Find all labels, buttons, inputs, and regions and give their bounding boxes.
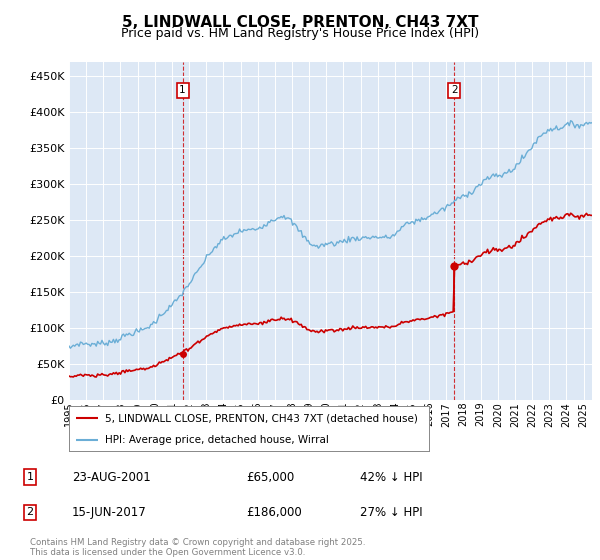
Text: 5, LINDWALL CLOSE, PRENTON, CH43 7XT (detached house): 5, LINDWALL CLOSE, PRENTON, CH43 7XT (de… — [105, 413, 418, 423]
Text: 1: 1 — [26, 472, 34, 482]
Text: 27% ↓ HPI: 27% ↓ HPI — [360, 506, 422, 519]
Text: 5, LINDWALL CLOSE, PRENTON, CH43 7XT: 5, LINDWALL CLOSE, PRENTON, CH43 7XT — [122, 15, 478, 30]
Text: £65,000: £65,000 — [246, 470, 294, 484]
Text: Contains HM Land Registry data © Crown copyright and database right 2025.
This d: Contains HM Land Registry data © Crown c… — [30, 538, 365, 557]
Text: 42% ↓ HPI: 42% ↓ HPI — [360, 470, 422, 484]
Text: 23-AUG-2001: 23-AUG-2001 — [72, 470, 151, 484]
Text: 15-JUN-2017: 15-JUN-2017 — [72, 506, 147, 519]
Text: £186,000: £186,000 — [246, 506, 302, 519]
Text: 2: 2 — [26, 507, 34, 517]
Text: 2: 2 — [451, 86, 458, 95]
Text: HPI: Average price, detached house, Wirral: HPI: Average price, detached house, Wirr… — [105, 435, 329, 445]
Text: 1: 1 — [179, 86, 186, 95]
Text: Price paid vs. HM Land Registry's House Price Index (HPI): Price paid vs. HM Land Registry's House … — [121, 27, 479, 40]
